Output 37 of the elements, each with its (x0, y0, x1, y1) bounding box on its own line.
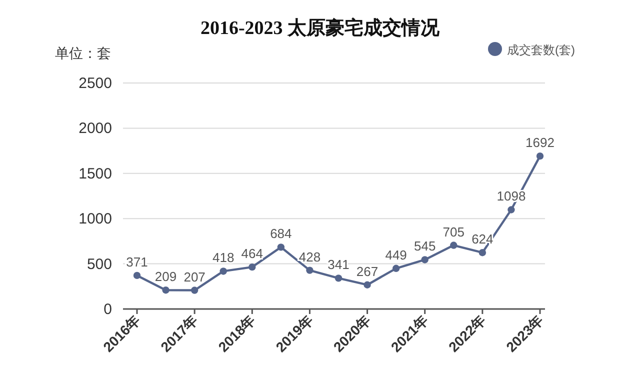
data-label: 705 (442, 224, 464, 240)
data-label: 428 (298, 249, 321, 264)
point (220, 268, 227, 275)
data-label: 209 (154, 269, 177, 284)
data-label: 418 (212, 250, 234, 266)
point (364, 281, 371, 288)
y-tick-label: 2500 (78, 75, 112, 92)
point (162, 286, 170, 294)
y-tick-label: 1500 (78, 165, 112, 182)
data-label: 1692 (526, 135, 554, 150)
y-tick-label: 2000 (78, 120, 112, 138)
point (306, 266, 314, 274)
data-label: 267 (356, 264, 378, 279)
data-label: 464 (241, 246, 263, 262)
data-label: 449 (385, 247, 407, 262)
point (450, 242, 458, 249)
point (248, 263, 256, 271)
data-label: 207 (184, 269, 206, 284)
point (133, 272, 141, 280)
legend-label: 成交套数(套) (507, 43, 575, 57)
point (334, 274, 342, 282)
point (421, 256, 428, 264)
y-tick-label: 1000 (78, 210, 112, 228)
data-label: 684 (270, 226, 292, 242)
point (392, 264, 400, 272)
y-tick-label: 500 (86, 256, 112, 273)
data-label: 371 (126, 254, 148, 270)
point (190, 286, 198, 294)
point (508, 206, 515, 214)
y-tick-label: 0 (104, 301, 112, 318)
point (478, 248, 486, 256)
point (277, 244, 285, 251)
data-label: 545 (414, 238, 436, 254)
data-label: 341 (328, 257, 350, 272)
chart-title: 2016-2023 太原豪宅成交情况 (200, 17, 441, 39)
y-axis-title: 单位：套 (55, 45, 111, 61)
point (536, 152, 544, 160)
